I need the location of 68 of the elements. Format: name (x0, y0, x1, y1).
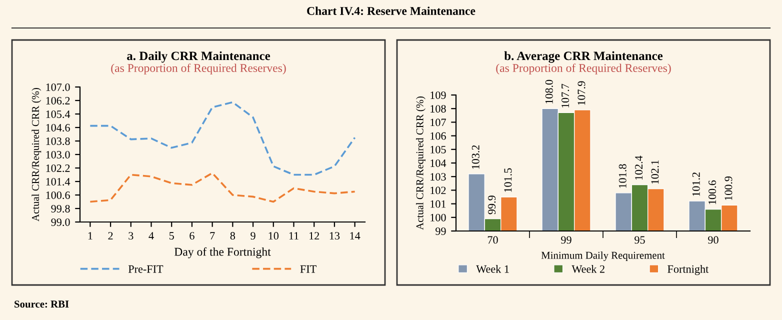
data-label: 107.9 (578, 81, 586, 105)
y-tick-label: 107 (430, 118, 446, 126)
legend-label: Fortnight (668, 264, 709, 276)
x-tick-label: 1 (88, 232, 92, 240)
y-axis-title: Actual CRR/Required CRR (%) (416, 96, 426, 230)
x-tick-label: 99 (561, 236, 572, 244)
y-tick-label: 106.2 (46, 96, 70, 105)
legend-label: Week 2 (572, 264, 604, 273)
chart-subtitle: (as Proportion of Required Reserves) (111, 64, 286, 74)
chart-subtitle: (as Proportion of Required Reserves) (496, 64, 671, 74)
data-label: 101.2 (692, 172, 700, 196)
data-label: 101.8 (618, 164, 626, 188)
y-tick-label: 102 (430, 186, 446, 194)
y-tick-label: 101.4 (46, 178, 70, 186)
x-tick-label: 4 (148, 232, 154, 240)
x-tick-label: 2 (108, 232, 113, 240)
y-tick-label: 106 (430, 132, 446, 140)
x-tick-label: 11 (289, 232, 298, 240)
y-axis-title: Actual CRR/Required CRR (%) (32, 88, 42, 222)
chart-title: b. Average CRR Maintenance (504, 51, 663, 63)
x-tick-label: 9 (250, 232, 256, 240)
y-tick-label: 100 (430, 214, 446, 222)
source-note: Source: RBI (14, 300, 69, 308)
y-tick-label: 99.8 (51, 204, 70, 213)
y-tick-label: 104 (430, 159, 446, 167)
x-axis-title: Minimum Daily Requirement (541, 251, 665, 261)
data-label: 102.1 (651, 160, 659, 184)
line-series (89, 101, 356, 176)
x-tick-label: 7 (210, 232, 215, 240)
y-tick-label: 107.0 (46, 83, 70, 92)
text: Chart IV.4: Reserve Maintenance (307, 6, 476, 16)
line-series (89, 172, 356, 203)
y-tick-label: 104.6 (46, 124, 70, 132)
x-tick-label: 90 (708, 236, 718, 244)
x-tick-label: 70 (488, 236, 498, 244)
y-tick-label: 103 (430, 173, 446, 181)
legend-label: FIT (300, 265, 316, 273)
y-tick-label: 102.2 (46, 164, 70, 172)
data-label: 100.9 (724, 176, 732, 200)
x-tick-label: 95 (634, 236, 645, 244)
x-tick-label: 6 (190, 232, 194, 240)
legend-label: Pre-FIT (128, 265, 164, 273)
x-axis-title: Day of the Fortnight (174, 247, 271, 258)
y-tick-label: 108 (430, 105, 446, 113)
x-tick-label: 14 (350, 232, 360, 240)
data-label: 108.0 (545, 80, 553, 104)
legend-label: Week 1 (476, 264, 509, 273)
x-tick-label: 12 (310, 232, 320, 240)
x-tick-label: 13 (330, 232, 340, 240)
y-tick-label: 103.8 (46, 137, 70, 146)
y-tick-label: 105.4 (46, 110, 70, 118)
y-tick-label: 100.6 (46, 191, 70, 200)
chart-title: a. Daily CRR Maintenance (127, 51, 270, 63)
data-label: 102.4 (635, 156, 643, 180)
x-tick-label: 10 (268, 232, 279, 240)
y-tick-label: 105 (430, 146, 446, 154)
y-tick-label: 103.0 (46, 150, 70, 159)
y-tick-label: 101 (430, 200, 446, 208)
y-tick-label: 99.0 (51, 218, 70, 226)
data-label: 107.7 (562, 84, 570, 108)
x-tick-label: 8 (230, 232, 236, 240)
x-tick-label: 3 (128, 232, 134, 240)
x-tick-label: 5 (169, 232, 174, 240)
data-label: 101.5 (504, 168, 512, 192)
y-tick-label: 109 (430, 91, 446, 99)
data-label: 103.2 (472, 145, 480, 169)
data-label: 99.9 (488, 196, 496, 214)
data-label: 100.6 (708, 180, 716, 204)
